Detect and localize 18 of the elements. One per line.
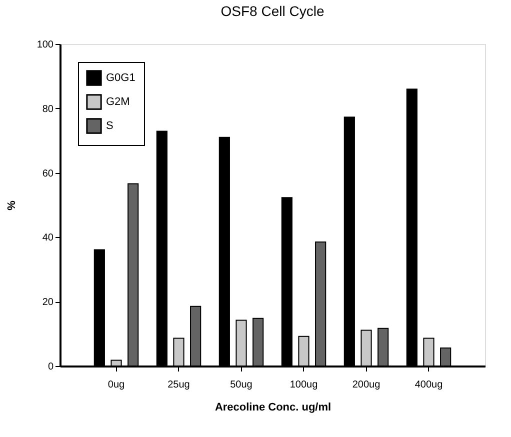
legend-label: S [106,120,114,132]
y-axis-title: % [6,200,18,210]
y-tick-label: 100 [36,40,54,50]
x-tick-label: 400ug [414,380,443,390]
x-tick-label: 25ug [168,380,190,390]
chart-title: OSF8 Cell Cycle [220,3,324,19]
legend-label: G2M [106,96,130,108]
x-tick-label: 50ug [230,380,252,390]
x-axis-title: Arecoline Conc. ug/ml [214,402,332,414]
x-tick-label: 100ug [290,380,318,390]
y-tick-label: 40 [42,232,54,244]
y-tick-label: 0 [48,362,54,372]
x-tick-label: 200ug [352,380,380,390]
x-tick-label: 0ug [108,380,125,390]
legend-label: G0G1 [106,72,136,84]
y-tick-label: 60 [42,168,54,180]
y-tick-label: 80 [42,104,54,115]
y-tick-label: 20 [42,297,54,308]
